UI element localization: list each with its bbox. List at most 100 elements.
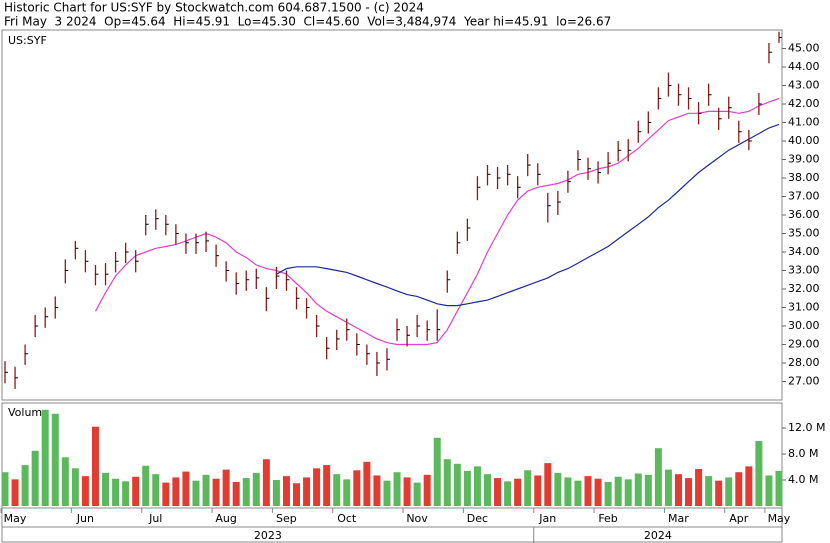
volume-bar	[293, 483, 301, 506]
y-tick-label: 44.00	[788, 60, 820, 73]
volume-bar	[192, 480, 200, 506]
volume-bar	[393, 472, 401, 506]
volume-bar	[61, 457, 69, 506]
y-tick-label: 40.00	[788, 134, 820, 147]
y-tick-label: 41.00	[788, 116, 820, 129]
volume-bar	[152, 474, 160, 506]
x-tick-label: Jul	[148, 512, 162, 525]
volume-bar	[343, 479, 351, 506]
y-tick-label: 36.00	[788, 208, 820, 221]
y-tick-label: 38.00	[788, 171, 820, 184]
volume-bar	[51, 413, 59, 506]
volume-bar	[604, 481, 612, 506]
y-tick-label: 28.00	[788, 356, 820, 369]
volume-bar	[202, 474, 210, 506]
volume-bar	[654, 448, 662, 506]
x-tick-label: Sep	[276, 512, 297, 525]
volume-bar	[735, 472, 743, 506]
volume-bar	[333, 474, 341, 506]
volume-bar	[685, 478, 693, 506]
symbol-label: US:SYF	[8, 34, 47, 47]
volume-bar	[403, 477, 411, 506]
volume-bar	[775, 470, 783, 506]
volume-bar	[162, 482, 170, 506]
volume-bar	[21, 465, 29, 506]
volume-bar	[102, 472, 110, 506]
y-tick-label: 32.00	[788, 282, 820, 295]
volume-bar	[564, 477, 572, 506]
volume-bar	[363, 461, 371, 506]
volume-bar	[725, 477, 733, 506]
y-tick-label: 35.00	[788, 227, 820, 240]
volume-bar	[31, 450, 39, 506]
volume-bar	[715, 480, 723, 506]
x-tick-label: May	[4, 512, 27, 525]
volume-bar	[282, 476, 290, 506]
header-title: Historic Chart for US:SYF by Stockwatch.…	[4, 1, 424, 15]
volume-bar	[323, 465, 331, 506]
volume-bar	[473, 466, 481, 506]
volume-bar	[433, 437, 441, 506]
header-quote: Fri May 3 2024 Op=45.64 Hi=45.91 Lo=45.3…	[4, 15, 611, 29]
y-tick-label: 39.00	[788, 153, 820, 166]
volume-bar	[624, 479, 632, 506]
volume-bar	[463, 470, 471, 506]
volume-bar	[494, 478, 502, 506]
volume-title: Volume	[8, 406, 49, 419]
volume-bar	[674, 474, 682, 506]
x-tick-label: Jun	[76, 512, 94, 525]
x-tick-label: Aug	[215, 512, 236, 525]
y-tick-label: 42.00	[788, 97, 820, 110]
y-tick-label: 27.00	[788, 375, 820, 388]
moving-average	[276, 123, 780, 307]
x-tick-label: May	[768, 512, 791, 525]
volume-bar	[514, 478, 522, 506]
y-tick-label: 31.00	[788, 301, 820, 314]
x-tick-label: Jan	[538, 512, 556, 525]
y-tick-label: 12.0 M	[788, 421, 825, 434]
volume-bar	[594, 478, 602, 506]
volume-bar	[41, 409, 49, 506]
year-label: 2023	[254, 529, 282, 542]
x-tick-label: Feb	[598, 512, 617, 525]
volume-bar	[353, 470, 361, 506]
x-tick-label: Oct	[337, 512, 357, 525]
x-tick-label: Apr	[729, 512, 749, 525]
volume-bar	[262, 459, 270, 506]
volume-bar	[614, 476, 622, 506]
year-label: 2024	[644, 529, 672, 542]
y-tick-label: 37.00	[788, 190, 820, 203]
volume-bar	[534, 475, 542, 506]
moving-average	[94, 97, 780, 346]
y-tick-label: 45.00	[788, 42, 820, 55]
y-tick-label: 33.00	[788, 264, 820, 277]
volume-bar	[91, 426, 99, 506]
volume-bar	[483, 474, 491, 506]
volume-bar	[544, 463, 552, 506]
volume-bar	[524, 470, 532, 506]
volume-bar	[383, 480, 391, 506]
volume-bar	[634, 473, 642, 506]
volume-bar	[81, 476, 89, 506]
volume-bar	[11, 479, 19, 506]
volume-bar	[554, 472, 562, 506]
volume-bar	[443, 459, 451, 506]
year-row	[1, 526, 783, 543]
volume-bar	[182, 471, 190, 506]
volume-bar	[172, 477, 180, 506]
volume-bar	[453, 463, 461, 506]
volume-bar	[644, 474, 652, 506]
y-tick-label: 30.00	[788, 319, 820, 332]
volume-bar	[122, 481, 130, 506]
volume-bar	[71, 468, 79, 506]
y-tick-label: 43.00	[788, 79, 820, 92]
volume-bar	[745, 466, 753, 506]
volume-bar	[695, 468, 703, 506]
volume-bar	[132, 476, 140, 506]
volume-bar	[232, 481, 240, 506]
volume-bar	[272, 480, 280, 506]
volume-bar	[252, 472, 260, 506]
y-tick-label: 29.00	[788, 338, 820, 351]
